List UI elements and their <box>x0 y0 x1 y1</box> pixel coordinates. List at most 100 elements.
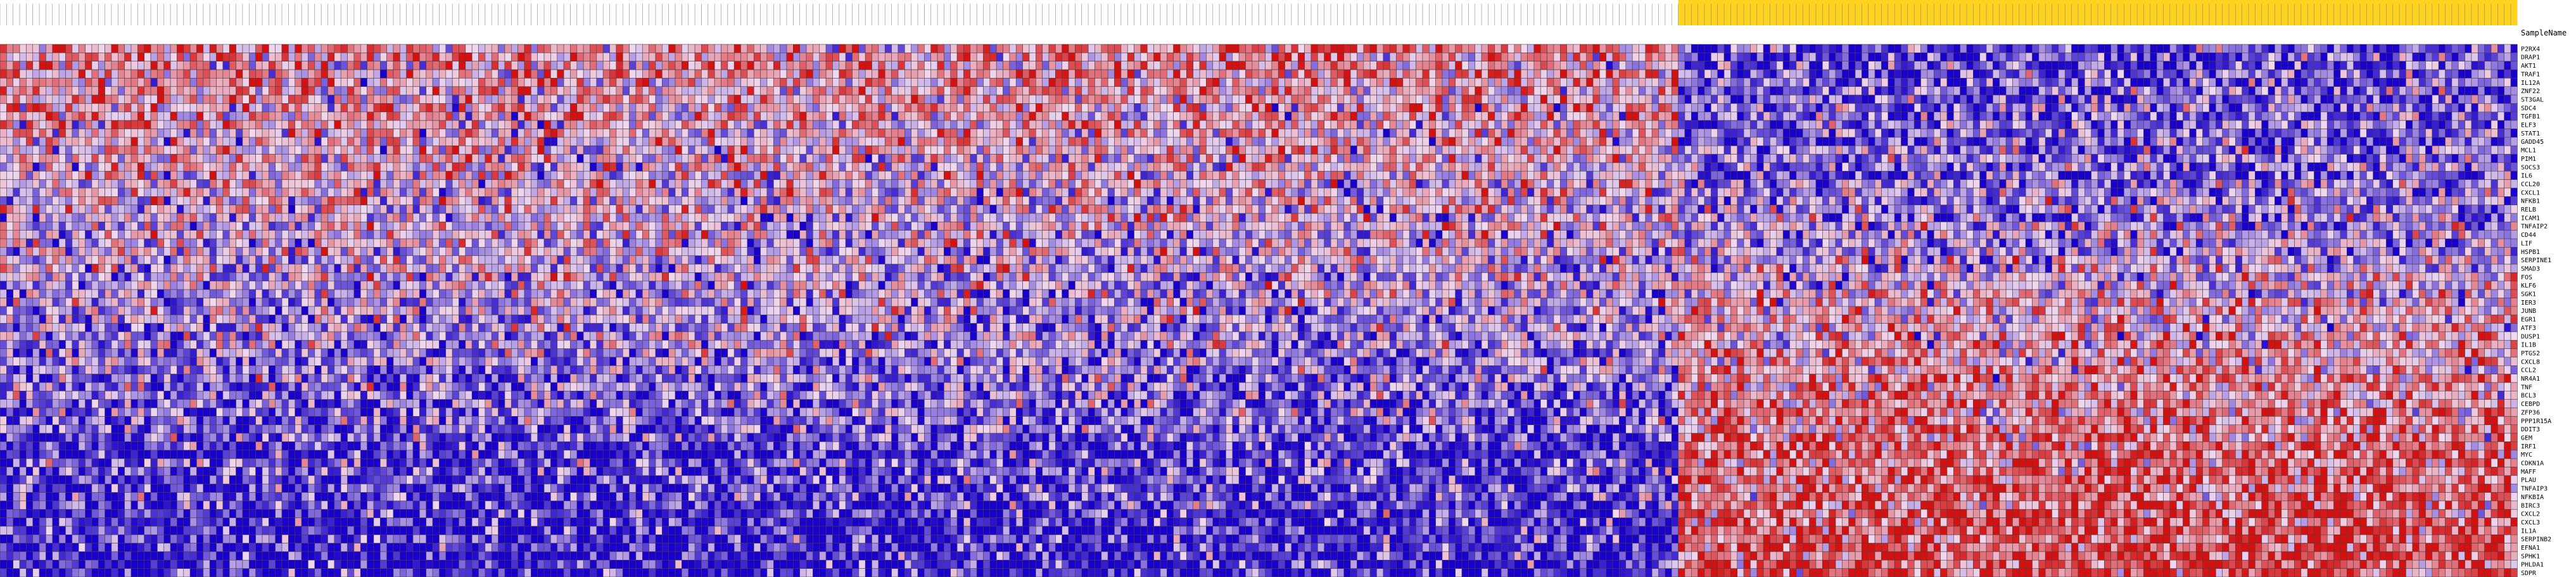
heatmap-cell <box>2320 44 2328 53</box>
heatmap-cell <box>1913 94 1921 104</box>
heatmap-cell <box>1960 69 1967 79</box>
heatmap-cell <box>1278 103 1285 113</box>
heatmap-cell <box>1022 120 1030 129</box>
heatmap-cell <box>1298 44 1305 53</box>
heatmap-cell <box>642 53 649 61</box>
heatmap-cell <box>1717 111 1725 121</box>
heatmap-cell <box>1238 44 1246 53</box>
heatmap-cell <box>1868 61 1875 70</box>
heatmap-cell <box>6 61 14 70</box>
heatmap-cell <box>504 103 512 113</box>
heatmap-cell <box>707 69 715 79</box>
heatmap-cell <box>2104 61 2112 70</box>
heatmap-cell <box>1599 120 1607 129</box>
heatmap-cell <box>432 111 440 121</box>
heatmap-cell <box>602 129 610 138</box>
heatmap-cell <box>412 61 420 70</box>
heatmap-cell <box>1245 69 1253 79</box>
heatmap-cell <box>1520 69 1528 79</box>
heatmap-cell <box>2333 78 2341 87</box>
heatmap-cell <box>1750 86 1758 96</box>
heatmap-cell <box>590 129 597 138</box>
heatmap-cell <box>504 61 512 70</box>
heatmap-cell <box>157 120 165 129</box>
heatmap-cell <box>819 120 827 129</box>
heatmap-cell <box>2064 111 2072 121</box>
heatmap-cell <box>845 69 853 79</box>
heatmap-cell <box>1684 53 1692 61</box>
heatmap-cell <box>2418 53 2426 61</box>
heatmap-cell <box>852 86 860 96</box>
heatmap-cell <box>576 69 584 79</box>
heatmap-cell <box>216 61 224 70</box>
heatmap-cell <box>1337 69 1345 79</box>
heatmap-cell <box>583 61 590 70</box>
heatmap-cell <box>1278 86 1285 96</box>
heatmap-cell <box>288 120 296 129</box>
heatmap-cell <box>2268 120 2275 129</box>
heatmap-cell <box>2333 103 2341 113</box>
heatmap-cell <box>1986 103 1993 113</box>
heatmap-cell <box>314 44 322 53</box>
heatmap-cell <box>786 44 794 53</box>
heatmap-cell <box>858 103 866 113</box>
heatmap-cell <box>727 94 735 104</box>
heatmap-cell <box>432 61 440 70</box>
heatmap-cell <box>2287 78 2295 87</box>
heatmap-cell <box>1461 129 1469 138</box>
heatmap-cell <box>65 120 73 129</box>
heatmap-cell <box>52 120 60 129</box>
heatmap-cell <box>2228 86 2236 96</box>
heatmap-cell <box>799 61 807 70</box>
heatmap-cell <box>2294 86 2302 96</box>
heatmap-cell <box>891 86 899 96</box>
heatmap-cell <box>1461 78 1469 87</box>
heatmap-cell <box>2326 137 2334 146</box>
heatmap-cell <box>248 53 256 61</box>
heatmap-cell <box>1048 53 1056 61</box>
heatmap-cell <box>760 69 768 79</box>
heatmap-cell <box>2425 120 2433 129</box>
heatmap-cell <box>1737 129 1744 138</box>
heatmap-cell <box>406 120 414 129</box>
heatmap-cell <box>340 103 348 113</box>
heatmap-cell <box>635 78 643 87</box>
heatmap-cell <box>1324 137 1331 146</box>
heatmap-cell <box>1350 78 1357 87</box>
heatmap-cell <box>1488 78 1495 87</box>
heatmap-cell <box>229 86 236 96</box>
heatmap-cell <box>2242 61 2249 70</box>
heatmap-cell <box>2432 61 2439 70</box>
heatmap-cell <box>236 94 243 104</box>
heatmap-cell <box>2163 61 2171 70</box>
heatmap-cell <box>105 61 112 70</box>
heatmap-cell <box>2169 94 2177 104</box>
heatmap-cell <box>635 94 643 104</box>
heatmap-cell <box>360 94 367 104</box>
heatmap-cell <box>1723 61 1731 70</box>
heatmap-cell <box>1704 103 1711 113</box>
heatmap-cell <box>2445 103 2452 113</box>
heatmap-cell <box>118 44 125 53</box>
heatmap-cell <box>2052 86 2059 96</box>
heatmap-cell <box>98 103 105 113</box>
heatmap-cell <box>1219 137 1226 146</box>
heatmap-cell <box>1343 61 1351 70</box>
heatmap-cell <box>1993 120 2000 129</box>
heatmap-cell <box>183 61 191 70</box>
heatmap-cell <box>1566 86 1574 96</box>
heatmap-cell <box>1179 103 1187 113</box>
heatmap-cell <box>825 44 833 53</box>
heatmap-cell <box>642 69 649 79</box>
heatmap-cell <box>242 69 250 79</box>
heatmap-cell <box>590 86 597 96</box>
heatmap-cell <box>1750 78 1758 87</box>
heatmap-cell <box>216 137 224 146</box>
heatmap-cell <box>1107 111 1115 121</box>
heatmap-cell <box>917 78 925 87</box>
heatmap-cell <box>124 86 132 96</box>
heatmap-cell <box>753 44 761 53</box>
heatmap-cell <box>1422 137 1430 146</box>
heatmap-cell <box>1829 86 1836 96</box>
